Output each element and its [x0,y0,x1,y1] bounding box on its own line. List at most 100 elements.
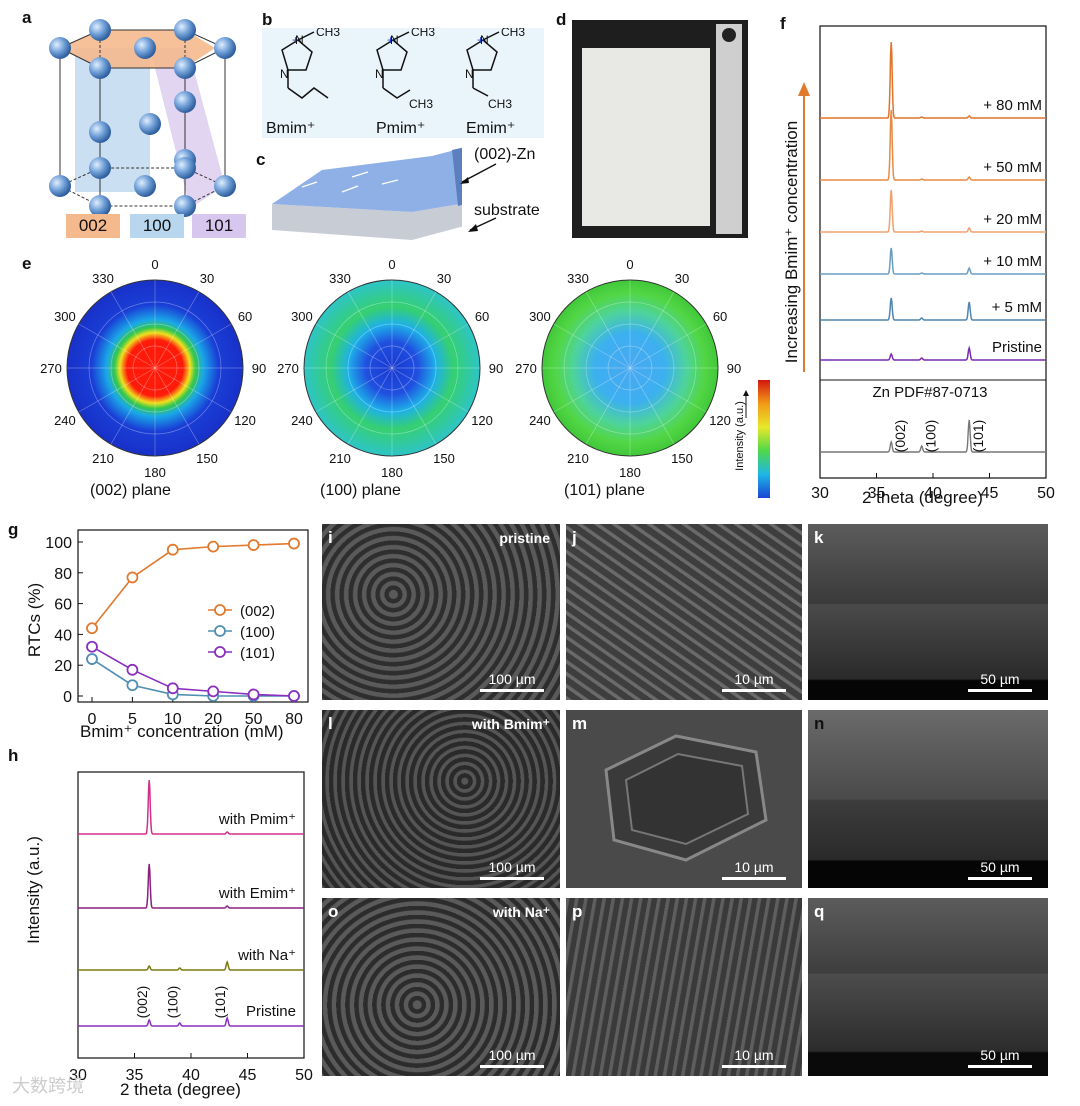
panel-label-e: e [22,254,32,273]
f-xtick-label-30: 30 [811,485,829,502]
pole-figure-0 [66,279,244,457]
pole-angle-1-30: 30 [437,271,451,286]
g-legend-marker-0 [214,604,226,616]
f-xtick-label-45: 45 [981,485,999,502]
svg-text:+: + [292,33,299,47]
h-xtick-label-30: 30 [69,1067,87,1082]
pole-angle-0-180: 180 [144,465,166,480]
scalebar-m: 10 µm [722,859,786,880]
svg-text:N: N [480,33,489,47]
scalebar-k: 50 µm [968,671,1032,692]
h-curve-label-2: with Na⁺ [237,947,296,964]
cation-name-emim: Emim⁺ [466,120,516,137]
pole-angle-1-210: 210 [329,451,351,466]
pole-angle-0-120: 120 [234,413,256,428]
pole-angle-2-300: 300 [529,309,551,324]
f-frame [819,25,1047,479]
pole-angle-1-0: 0 [388,257,395,272]
g-line-1 [91,658,294,697]
h-xlabel: 2 theta (degree) [120,1080,241,1099]
pole-angle-0-90: 90 [252,361,266,376]
cation-structures: +N CH3 N +N CH3 N CH3 +N CH3 N CH3 [280,28,525,111]
f-curve-4 [820,297,1046,321]
h-curve-2 [78,960,304,971]
svg-text:CH3: CH3 [316,28,340,39]
h-xtick-label-45: 45 [239,1067,257,1082]
svg-text:N: N [280,67,289,81]
scalebar-j: 10 µm [722,671,786,692]
pole-angle-0-30: 30 [200,271,214,286]
ruler [716,24,742,234]
g-ytick-label-0: 0 [63,689,72,706]
f-curve-5 [820,345,1046,361]
g-line-2 [91,646,295,697]
f-curve-3 [820,247,1046,275]
pole-grid-2 [542,280,718,456]
g-point-0-1 [126,571,139,584]
g-point-2-4 [247,688,260,701]
g-legend-label-1: (100) [240,624,275,641]
sem-j: j 10 µm [566,524,802,700]
zn-substrate-diagram [272,147,462,240]
sem-q: q 50 µm [808,898,1048,1076]
g-point-0-4 [247,539,260,551]
svg-text:N: N [375,67,384,81]
pole-angle-2-90: 90 [727,361,741,376]
pole-angle-1-120: 120 [471,413,493,428]
sem-n: n 50 µm [808,710,1048,888]
f-arrow-head [798,82,810,96]
cation-structures-box [262,28,544,138]
panel-label-g: g [8,520,19,539]
g-xtick-label-0: 0 [88,711,97,728]
pole-angle-2-180: 180 [619,465,641,480]
g-point-2-0 [86,640,98,653]
colorbar-arrow [743,390,749,418]
pole-angle-2-240: 240 [529,413,551,428]
pole-angle-1-90: 90 [489,361,503,376]
g-xtick-label-20: 20 [204,711,222,728]
atoms [49,19,236,217]
sem-l: l with Bmim⁺ 100 µm [322,710,560,888]
pole-angle-0-240: 240 [54,413,76,428]
h-peak-label-0: (002) [134,986,150,1019]
scalebar-l: 100 µm [480,859,544,880]
zn-layer-label: (002)-Zn [474,146,536,163]
zn-foil [582,48,710,226]
pole-angle-0-300: 300 [54,309,76,324]
legend-002: 002 [66,214,120,238]
pole-angle-2-0: 0 [626,257,633,272]
svg-text:CH3: CH3 [411,28,435,39]
pole-figure-2 [541,279,719,457]
h-curve-1 [78,863,304,909]
g-xtick-label-5: 5 [128,711,137,728]
scalebar-p: 10 µm [722,1047,786,1068]
f-curve-label-4: + 5 mM [992,299,1042,316]
g-frame [77,529,309,703]
g-point-0-2 [166,543,179,556]
svg-text:CH3: CH3 [409,97,433,111]
h-curve-3 [78,1016,304,1027]
g-ytick-label-40: 40 [54,627,72,644]
svg-text:CH3: CH3 [488,97,512,111]
f-curve-2 [820,189,1046,233]
f-xtick-label-40: 40 [924,485,942,502]
f-ref-curve [820,419,1046,453]
sem-i: i pristine 100 µm [322,524,560,700]
h-xtick-label-50: 50 [295,1067,313,1082]
f-ref-peak-2: (101) [970,420,986,453]
h-curve-label-0: with Pmim⁺ [218,811,296,828]
f-ylabel: Increasing Bmim⁺ concentration [782,120,801,364]
sem-p: p 10 µm [566,898,802,1076]
g-ytick-label-80: 80 [54,566,72,583]
legend-100: 100 [130,214,184,238]
pole-angle-2-120: 120 [709,413,731,428]
g-xtick-label-80: 80 [285,711,303,728]
legend-101: 101 [192,214,246,238]
pole-angle-0-210: 210 [92,451,114,466]
scalebar-i: 100 µm [480,671,544,692]
pole-angle-2-30: 30 [675,271,689,286]
g-legend-label-2: (101) [240,645,275,662]
pole-angle-0-270: 270 [40,361,62,376]
g-point-2-1 [126,663,139,676]
g-point-2-2 [166,682,179,695]
